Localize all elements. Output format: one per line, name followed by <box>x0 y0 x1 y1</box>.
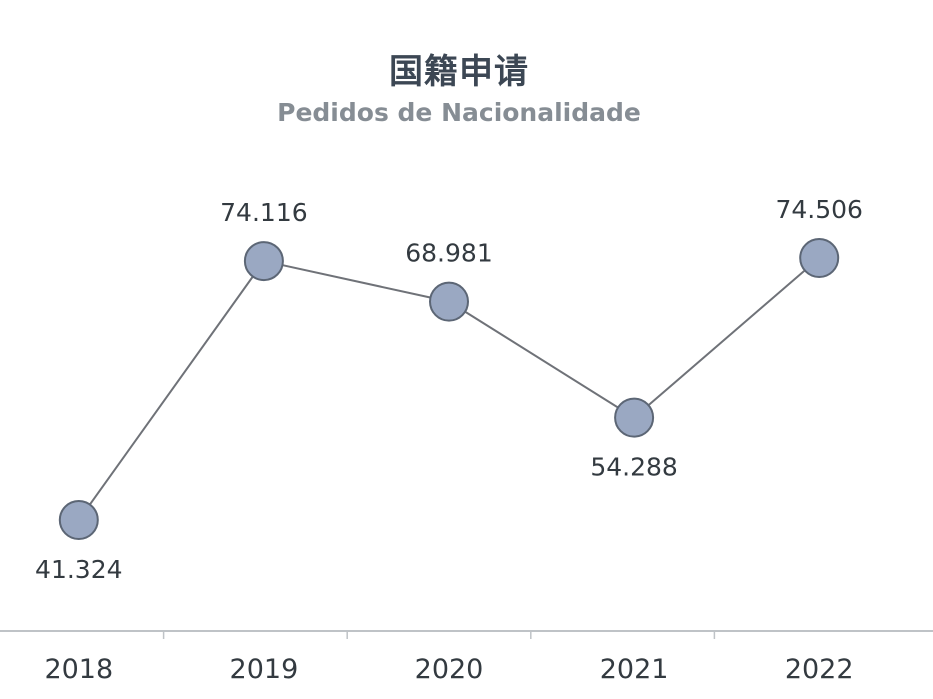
x-tick-label-layer: 2018 2019 2020 2021 2022 <box>44 654 853 685</box>
data-label: 41.324 <box>35 555 122 584</box>
chart-subtitle: Pedidos de Nacionalidade <box>277 98 641 127</box>
chart-title: 国籍申请 <box>389 52 529 92</box>
data-point-marker <box>58 500 99 540</box>
x-tick-label: 2020 <box>415 654 484 685</box>
data-label: 74.506 <box>775 195 862 224</box>
x-axis <box>0 630 933 639</box>
data-label: 74.116 <box>220 198 307 227</box>
x-tick-label: 2021 <box>600 654 669 685</box>
x-tick-label: 2022 <box>785 654 854 685</box>
marker-layer <box>58 238 840 540</box>
data-label: 54.288 <box>590 453 677 482</box>
data-point-marker <box>799 238 840 278</box>
data-point-marker <box>243 241 284 282</box>
x-tick-label: 2018 <box>44 654 113 685</box>
data-point-marker <box>429 281 469 322</box>
data-label: 68.981 <box>405 239 492 268</box>
data-label-layer: 41.324 74.116 68.981 54.288 74.506 <box>35 195 863 584</box>
data-point-marker <box>614 397 655 438</box>
x-tick-label: 2019 <box>230 654 299 685</box>
